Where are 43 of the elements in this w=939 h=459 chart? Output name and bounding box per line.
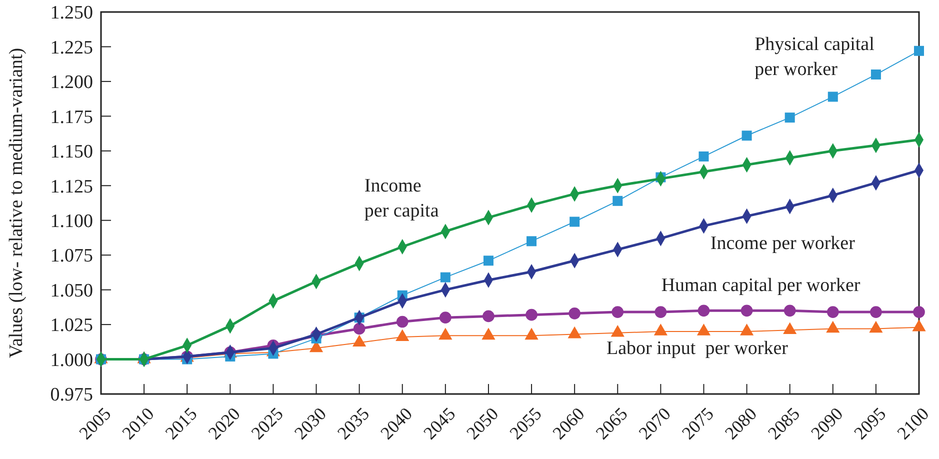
y-tick-label: 1.050 [50, 280, 93, 302]
point [440, 272, 450, 282]
point [440, 312, 452, 324]
y-tick-label: 1.200 [50, 72, 93, 94]
point [482, 310, 494, 322]
point [913, 306, 925, 318]
y-tick-label: 1.225 [50, 37, 93, 58]
point [396, 316, 408, 328]
point [698, 304, 710, 317]
series-label: Human capital per worker [661, 274, 861, 296]
point [914, 46, 924, 56]
point [483, 256, 494, 266]
y-axis-title: Values (low- relative to medium-variant) [6, 48, 27, 358]
point [784, 304, 796, 317]
point [526, 308, 538, 321]
point [742, 130, 752, 141]
point [526, 236, 537, 246]
series-label: Labor input per worker [606, 338, 789, 359]
point [698, 151, 709, 162]
series-label: Income per capita [364, 176, 440, 222]
point [828, 92, 838, 102]
point [654, 306, 667, 318]
point [740, 304, 753, 317]
point [612, 306, 624, 318]
y-tick-label: 0.975 [50, 384, 93, 406]
y-tick-label: 1.150 [50, 142, 93, 163]
y-tick-label: 1.075 [50, 246, 93, 267]
y-tick-label: 1.175 [50, 106, 93, 128]
point [353, 322, 366, 335]
y-tick-label: 1.125 [50, 176, 93, 198]
point [826, 306, 839, 318]
point [870, 306, 882, 318]
y-tick-label: 1.025 [50, 315, 93, 336]
point [870, 70, 881, 80]
y-tick-label: 1.250 [50, 2, 93, 24]
point [568, 308, 580, 320]
series-label: Income per worker [710, 232, 856, 254]
y-tick-label: 1.100 [50, 211, 93, 232]
point [612, 196, 623, 206]
y-tick-label: 1.000 [50, 350, 93, 371]
series-label: Physical capital per worker [754, 34, 874, 80]
point [784, 112, 795, 123]
point [570, 216, 580, 227]
